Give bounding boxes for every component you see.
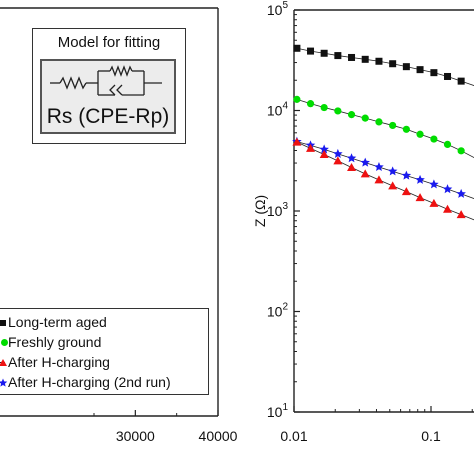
data-point — [456, 188, 466, 198]
legend: Long-term aged Freshly ground After H-ch… — [0, 308, 209, 395]
y-tick-label: 102 — [267, 302, 289, 320]
data-point — [401, 170, 412, 180]
data-point — [293, 95, 301, 103]
data-point — [442, 184, 453, 194]
model-title: Model for fitting — [57, 34, 161, 51]
data-point — [334, 107, 342, 115]
data-point — [375, 118, 383, 126]
data-point — [361, 114, 369, 122]
data-point — [293, 44, 301, 52]
series-long-term-aged — [293, 44, 474, 86]
data-point — [292, 137, 302, 146]
data-point — [389, 60, 397, 68]
data-point — [346, 153, 357, 163]
data-point — [348, 53, 356, 61]
data-point — [416, 130, 424, 138]
data-point — [375, 57, 383, 65]
y-tick-label: 103 — [267, 201, 289, 219]
data-point — [307, 47, 315, 55]
data-point — [334, 52, 342, 60]
data-point — [387, 166, 398, 176]
data-point — [333, 156, 343, 165]
x-tick-label: 0.1 — [421, 428, 441, 444]
data-point — [388, 181, 398, 190]
data-point — [457, 77, 465, 85]
series-freshly-ground — [293, 95, 474, 158]
data-point — [444, 72, 452, 80]
data-point — [415, 174, 425, 184]
data-point — [443, 204, 453, 213]
legend-label: After H-charging — [8, 354, 110, 370]
data-point — [402, 63, 410, 71]
model-panel: Rs (CPE-Rp) — [40, 59, 176, 134]
right-plot: 101 102 103 104 105 0.01 0.1 Z (Ω) — [252, 0, 474, 444]
data-point — [374, 162, 384, 172]
data-point — [360, 157, 370, 167]
legend-item-after-h-charging-2nd-run: After H-charging (2nd run) — [0, 373, 208, 393]
y-tick-label: 104 — [267, 101, 289, 119]
data-point — [306, 143, 316, 152]
data-point — [389, 121, 397, 130]
data-point — [416, 66, 424, 74]
data-point — [401, 187, 411, 196]
legend-label: After H-charging (2nd run) — [8, 374, 171, 390]
data-point — [402, 125, 410, 133]
legend-label: Long-term aged — [8, 314, 107, 330]
series-after-h-charging — [292, 137, 474, 221]
data-point — [319, 149, 329, 158]
model-box: Model for fitting Rs (CPE-Rp) — [32, 28, 186, 144]
legend-marker — [0, 359, 7, 366]
data-point — [456, 210, 466, 219]
data-point — [360, 169, 370, 178]
legend-label: Freshly ground — [8, 334, 102, 350]
data-point — [443, 140, 452, 148]
legend-marker — [0, 378, 8, 387]
fit-line — [296, 47, 474, 86]
x-tick-label: 0.01 — [280, 428, 307, 444]
legend-item-long-term-aged: Long-term aged — [0, 313, 208, 333]
data-point — [333, 148, 343, 158]
data-point — [429, 198, 439, 207]
green-circle-marker — [1, 339, 8, 346]
data-point — [347, 162, 357, 171]
fit-line — [296, 141, 474, 221]
legend-item-after-h-charging: After H-charging — [0, 353, 208, 373]
resistor-cpe-circuit-icon — [50, 65, 162, 96]
x-tick-label: 30000 — [116, 428, 155, 444]
series-after-h-charging-2nd-run- — [292, 136, 474, 199]
model-label: Rs (CPE-Rp) — [46, 105, 170, 128]
data-point — [430, 135, 438, 143]
data-point — [320, 49, 328, 57]
data-point — [415, 193, 425, 202]
data-point — [429, 179, 439, 189]
data-point — [347, 111, 356, 119]
y-tick-label: 105 — [267, 0, 289, 18]
fit-line — [296, 141, 474, 199]
data-point — [319, 144, 329, 154]
y-axis-label: Z (Ω) — [252, 195, 268, 227]
legend-marker — [0, 320, 6, 326]
data-point — [306, 100, 315, 108]
data-point — [374, 175, 384, 184]
x-tick-label: 40000 — [199, 428, 238, 444]
data-point — [320, 103, 328, 112]
data-point — [457, 147, 465, 155]
data-point — [361, 55, 369, 63]
legend-item-freshly-ground: Freshly ground — [0, 333, 208, 353]
data-point — [430, 69, 438, 77]
y-tick-label: 101 — [267, 402, 289, 420]
